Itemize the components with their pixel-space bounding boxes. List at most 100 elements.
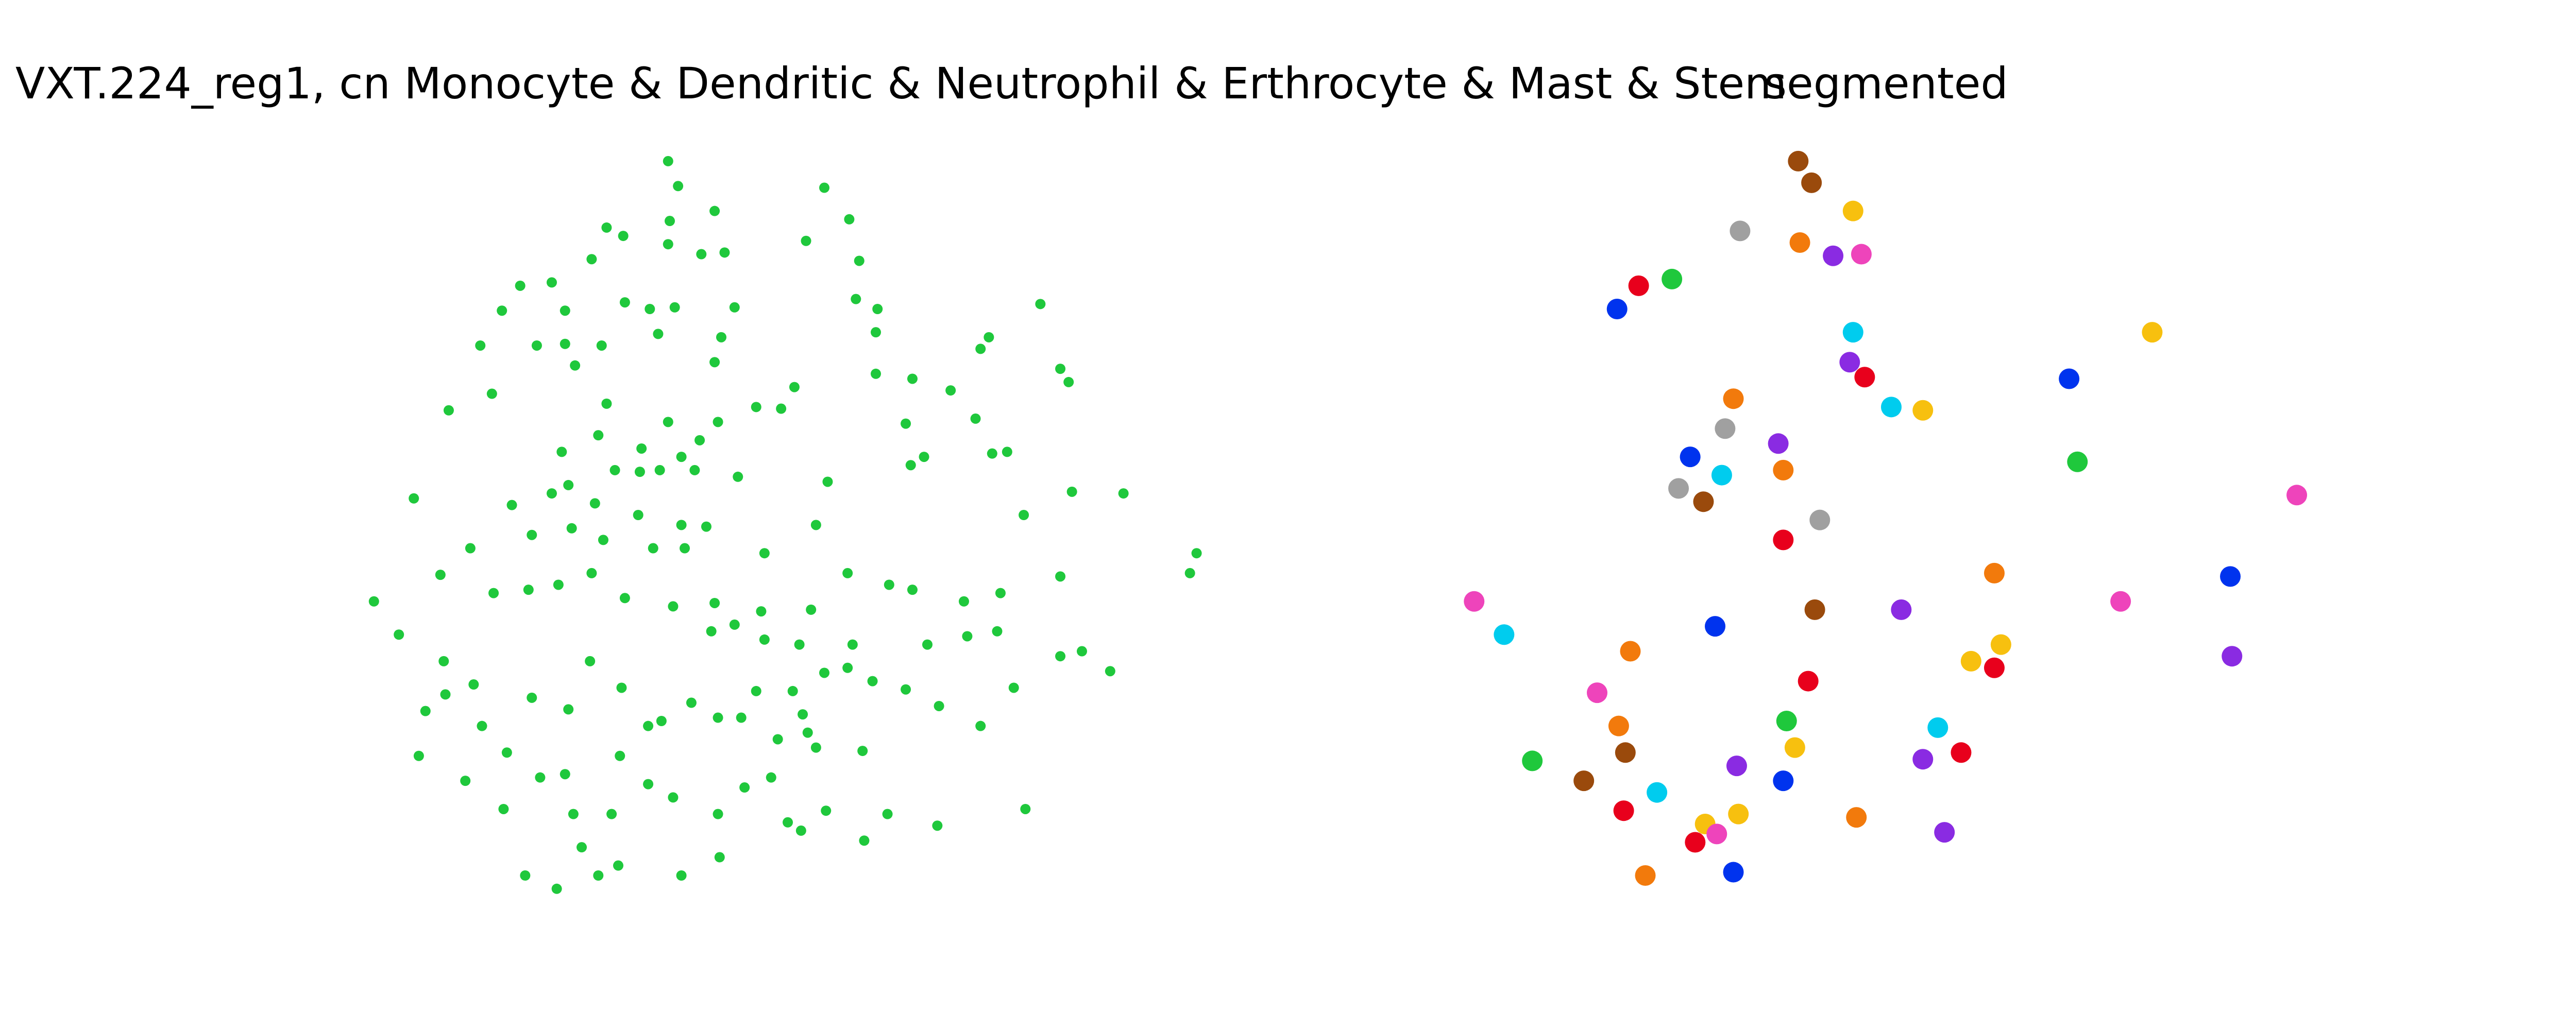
point (2222, 646, 2243, 667)
point (1711, 465, 1732, 486)
point (586, 568, 597, 578)
point (1522, 750, 1543, 771)
point (673, 181, 684, 192)
point (634, 467, 645, 477)
point (901, 684, 911, 695)
point (1019, 510, 1029, 520)
point (606, 809, 617, 819)
point (669, 302, 680, 313)
point (1608, 715, 1629, 736)
point (468, 679, 479, 690)
point (1706, 823, 1727, 845)
point (819, 182, 829, 193)
point (739, 782, 750, 793)
point (859, 835, 870, 846)
point (819, 667, 829, 678)
point (1105, 666, 1115, 677)
point (1628, 275, 1649, 296)
point (1768, 433, 1789, 454)
point (706, 626, 717, 637)
point (822, 476, 833, 487)
point (1934, 822, 1955, 843)
point (919, 452, 929, 462)
point (713, 417, 723, 427)
point (477, 720, 487, 731)
point (1587, 682, 1607, 703)
point (1912, 400, 1934, 421)
point (686, 697, 697, 708)
point (1723, 388, 1744, 409)
point (1668, 478, 1689, 499)
point (413, 750, 424, 761)
point (440, 689, 451, 700)
point (618, 231, 629, 242)
point (992, 626, 1003, 637)
point (905, 460, 916, 471)
point (709, 205, 720, 216)
point (810, 742, 821, 753)
point (789, 382, 800, 392)
point (766, 772, 776, 783)
point (577, 842, 587, 853)
point (1606, 299, 1628, 319)
point (663, 156, 673, 166)
point (2142, 322, 2163, 343)
point (636, 443, 647, 454)
point (867, 676, 878, 686)
point (884, 579, 894, 590)
chart-title: segmented (1764, 58, 2008, 109)
point (676, 870, 687, 881)
point (1715, 418, 1736, 439)
point (553, 579, 564, 590)
point (527, 529, 537, 540)
point (2110, 591, 2131, 612)
point (1880, 397, 1902, 418)
point (551, 883, 562, 894)
point (987, 448, 997, 459)
point (854, 255, 865, 266)
point (535, 772, 546, 783)
point (759, 548, 770, 559)
point (776, 403, 787, 414)
point (1662, 268, 1683, 289)
point (615, 750, 625, 761)
point (1784, 737, 1805, 758)
point (907, 585, 918, 595)
point (566, 523, 577, 534)
point (821, 805, 832, 816)
point (665, 216, 675, 227)
point (922, 639, 933, 650)
point (795, 825, 806, 836)
point (1984, 562, 2005, 583)
point (586, 254, 597, 265)
point (619, 593, 630, 604)
point (1723, 862, 1744, 883)
point (1635, 865, 1656, 886)
point (756, 606, 767, 617)
point (601, 222, 612, 233)
point (1685, 832, 1706, 853)
point (443, 405, 454, 416)
point (609, 465, 620, 475)
point (668, 601, 679, 612)
point (653, 329, 664, 339)
point (970, 413, 981, 424)
point (645, 304, 655, 314)
point (945, 385, 956, 396)
point (1191, 548, 1202, 559)
point (1801, 172, 1822, 193)
chart-title: VXT.224_reg1, cn Monocyte & Dendritic & … (15, 58, 1787, 109)
point (1851, 244, 1872, 265)
point (613, 860, 623, 871)
point (871, 368, 881, 379)
point (409, 493, 419, 504)
point (701, 521, 711, 532)
point (810, 520, 821, 530)
point (1773, 529, 1794, 551)
point (633, 510, 643, 520)
point (1647, 782, 1668, 803)
point (901, 418, 911, 429)
point (962, 631, 973, 642)
